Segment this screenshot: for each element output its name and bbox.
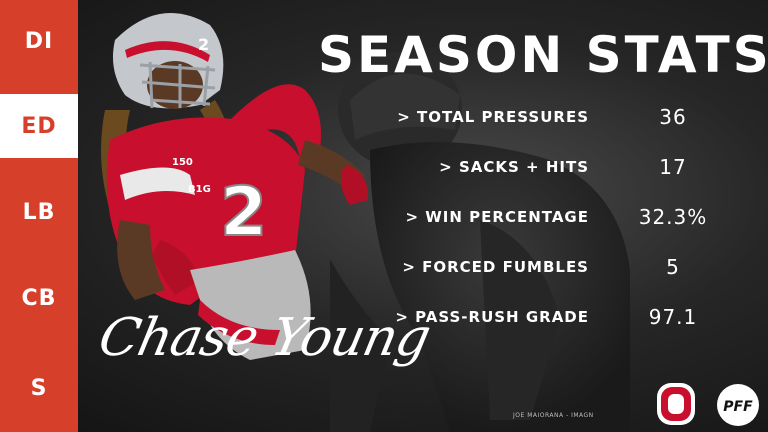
helmet-number: 2 [198,35,209,54]
stat-value: 32.3% [638,205,708,229]
stat-label: > PASS-RUSH GRADE [395,308,589,326]
stat-label: > TOTAL PRESSURES [397,108,589,126]
pff-logo-text: PFF [723,399,753,415]
stat-value: 36 [659,105,687,129]
team-logo-text: O [676,409,677,411]
nav-item-lb[interactable]: LB [22,199,56,225]
anniversary-patch: 150 [172,157,193,168]
position-nav: DI ED LB CB S [0,0,78,432]
jersey-number: 2 [220,173,267,252]
stat-row: > PASS-RUSH GRADE 97.1 [385,298,755,338]
conference-patch: B1G [188,184,211,195]
stat-value: 5 [666,255,680,279]
background-player-image [330,52,630,432]
stat-row: > TOTAL PRESSURES 36 [385,98,755,138]
stat-row: > FORCED FUMBLES 5 [385,248,755,288]
nav-item-s[interactable]: S [30,375,48,401]
nav-item-cb[interactable]: CB [21,285,57,311]
player-image: 2 B1G 150 2 [101,12,369,360]
photo-credit: JOE MAIORANA - IMAGN [513,412,594,419]
stat-label: > WIN PERCENTAGE [405,208,589,226]
player-signature: Chase Young [93,308,436,368]
team-logo-icon: O [657,383,695,425]
nav-item-di[interactable]: DI [24,28,54,54]
nav-item-ed[interactable]: ED [0,94,78,158]
stat-row: > WIN PERCENTAGE 32.3% [385,198,755,238]
stat-value: 17 [659,155,687,179]
stat-value: 97.1 [648,305,698,329]
stat-row: > SACKS + HITS 17 [385,148,755,188]
section-title: SEASON STATS [318,26,768,84]
stat-label: > FORCED FUMBLES [402,258,589,276]
stat-label: > SACKS + HITS [439,158,589,176]
pff-logo-icon: PFF [717,384,759,426]
